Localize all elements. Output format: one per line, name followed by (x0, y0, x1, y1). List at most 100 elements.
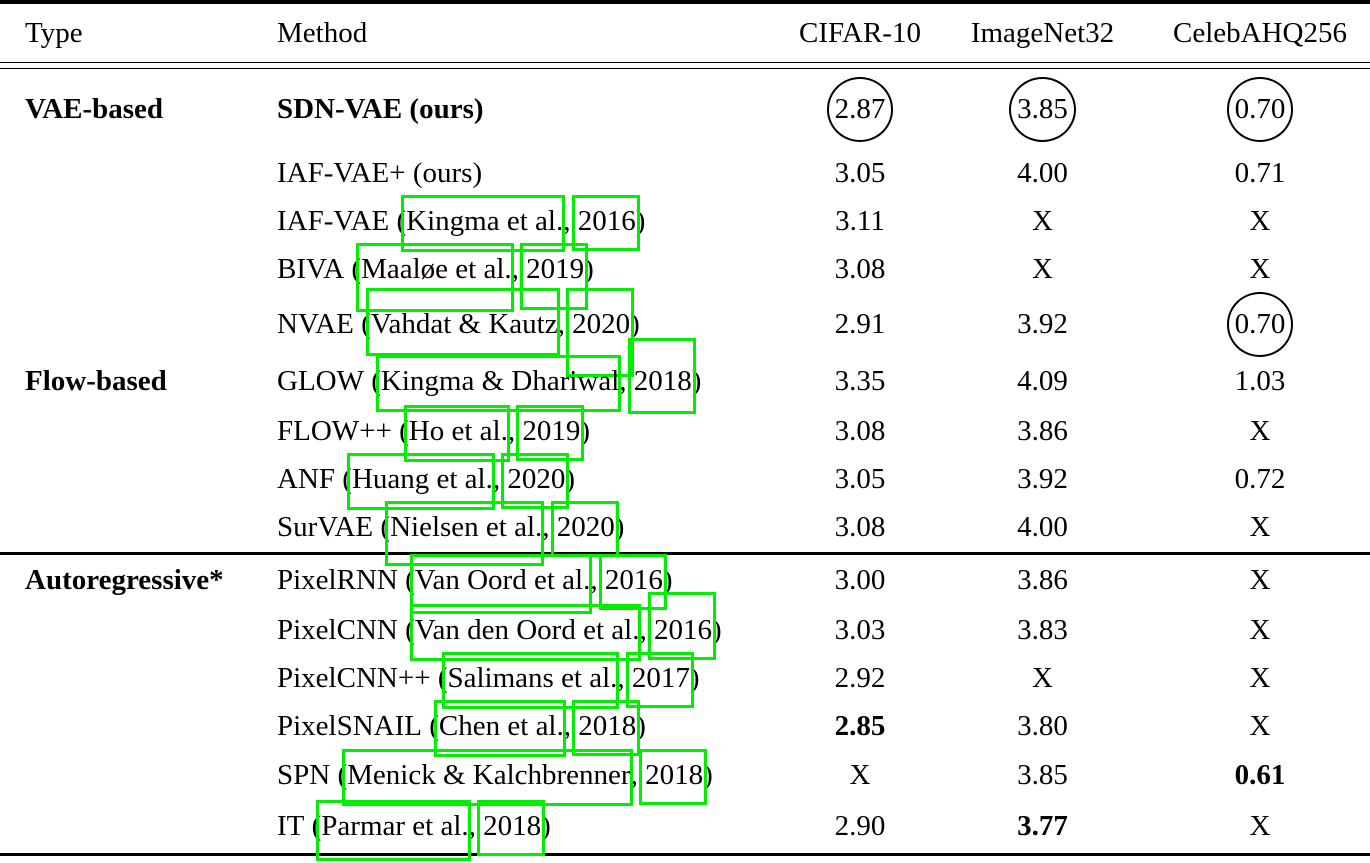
citation-author-link[interactable]: Huang et al. (346, 452, 495, 510)
table-row: Autoregressive* PixelRNN (Van Oord et al… (0, 554, 1370, 614)
citation-separator: , (563, 204, 578, 237)
table-row: IAF-VAE+ (ours) 3.05 4.00 0.71 (0, 149, 1370, 197)
column-header-cifar10: CIFAR-10 (799, 16, 921, 49)
row-type-label: Flow-based (25, 364, 167, 397)
table-row: SurVAE (Nielsen et al., 2020) 3.08 4.00 … (0, 501, 1370, 566)
value-cifar10: 3.11 (835, 204, 885, 237)
table-row: PixelSNAIL (Chen et al., 2018) 2.85 3.80… (0, 700, 1370, 757)
value-imagenet32: X (1032, 662, 1053, 694)
citation-year-link[interactable]: 2018 (627, 337, 696, 414)
method-cell: SDN-VAE (ours) (252, 93, 785, 126)
value-celebahq256: X (1249, 810, 1271, 842)
citation-close-paren: ) (584, 252, 594, 285)
citation-author-link[interactable]: Kingma & Dhariwal (375, 354, 622, 412)
table-bottom-rule (0, 852, 1370, 856)
citation-close-paren: ) (703, 759, 713, 791)
citation-open-paren: ( (335, 462, 352, 495)
citation-year-link[interactable]: 2016 (598, 554, 667, 610)
citation-year-link[interactable]: 2020 (501, 452, 570, 509)
method-cell: PixelSNAIL (Chen et al., 2018) (252, 700, 785, 757)
header-double-rule (0, 62, 1370, 69)
citation-year-link[interactable]: 2016 (571, 194, 640, 251)
citation-separator: , (507, 414, 523, 447)
citation-open-paren: ( (344, 252, 362, 285)
value-cifar10: 3.00 (834, 564, 886, 596)
citation-year-link[interactable]: 2020 (566, 287, 635, 377)
value-cifar10: 2.90 (834, 810, 886, 842)
citation-separator: , (557, 307, 573, 340)
citation-author-link[interactable]: Chen et al. (433, 700, 566, 757)
method-cell: PixelCNN++ (Salimans et al., 2017) (252, 652, 785, 709)
method-name: NVAE (277, 307, 354, 340)
table-header-row: Type Method CIFAR-10 ImageNet32 CelebAHQ… (0, 4, 1370, 62)
table-row: Flow-based GLOW (Kingma & Dhariwal, 2018… (0, 337, 1370, 414)
citation-year-link[interactable]: 2018 (639, 749, 708, 805)
citation-author-link[interactable]: Salimans et al. (442, 652, 620, 709)
citation-author-link[interactable]: Kingma et al. (401, 194, 566, 252)
citation-author-link[interactable]: Vahdat & Kautz (365, 287, 560, 356)
citation-separator: , (639, 614, 654, 646)
citation-separator: , (630, 759, 646, 791)
row-type-label: VAE-based (25, 92, 164, 125)
method-cell: SurVAE (Nielsen et al., 2020) (252, 501, 785, 566)
value-celebahq256: 1.03 (1234, 364, 1286, 397)
citation-close-paren: ) (662, 564, 673, 596)
table-row: BIVA (Maaløe et al., 2019) 3.08 X X (0, 242, 1370, 312)
value-imagenet32: 3.80 (1017, 710, 1068, 742)
citation-separator: , (492, 462, 508, 495)
citation-year-link[interactable]: 2017 (625, 652, 694, 708)
citation-author-link[interactable]: Ho et al. (403, 404, 510, 462)
method-name: BIVA (277, 252, 345, 285)
citation-year-link[interactable]: 2020 (550, 501, 619, 557)
method-cell: GLOW (Kingma & Dhariwal, 2018) (252, 337, 785, 414)
citation-open-paren: ( (330, 759, 348, 791)
column-header-method: Method (277, 16, 368, 49)
table-row: VAE-based SDN-VAE (ours) 2.87 3.85 0.70 (0, 69, 1370, 149)
citation-year-link[interactable]: 2019 (520, 242, 589, 310)
citation-author-link[interactable]: Parmar et al. (316, 800, 472, 861)
value-celebahq256: X (1249, 204, 1271, 237)
citation-author-link[interactable]: Maaløe et al. (356, 242, 514, 312)
citation-separator: , (617, 662, 632, 694)
citation-close-paren: ) (636, 710, 646, 742)
citation-open-paren: ( (389, 204, 407, 237)
value-cifar10: 3.08 (834, 511, 886, 543)
citation-separator: , (590, 564, 605, 596)
row-type-label: Autoregressive* (25, 564, 224, 596)
citation-year-link[interactable]: 2016 (647, 592, 716, 660)
value-cifar10: 3.35 (834, 364, 886, 397)
value-imagenet32: 3.85 (1017, 92, 1068, 125)
circle-annotation: 2.87 (826, 76, 894, 142)
citation-separator: , (563, 710, 579, 742)
value-imagenet32: 3.77 (1017, 810, 1068, 842)
column-header-imagenet32: ImageNet32 (970, 16, 1115, 49)
citation-author-link[interactable]: Van den Oord et al. (409, 604, 642, 661)
method-cell: FLOW++ (Ho et al., 2019) (252, 404, 785, 462)
method-cell: SPN (Menick & Kalchbrenner, 2018) (252, 749, 785, 806)
value-cifar10: 3.05 (834, 462, 886, 495)
citation-close-paren: ) (541, 810, 551, 842)
table-row: IAF-VAE (Kingma et al., 2016) 3.11 X X (0, 194, 1370, 252)
citation-separator: , (468, 810, 484, 842)
value-cifar10: 3.08 (834, 252, 886, 285)
value-cifar10: 3.08 (834, 414, 886, 447)
method-cell: PixelCNN (Van den Oord et al., 2016) (252, 592, 785, 661)
value-imagenet32: 3.92 (1017, 307, 1068, 340)
citation-author-link[interactable]: Van Oord et al. (409, 554, 592, 614)
citation-year-link[interactable]: 2019 (516, 404, 585, 461)
column-header-celebahq256: CelebAHQ256 (1173, 16, 1347, 49)
circle-annotation: 0.70 (1226, 291, 1294, 357)
citation-close-paren: ) (711, 614, 722, 646)
method-name: PixelCNN (277, 614, 398, 646)
table-row: FLOW++ (Ho et al., 2019) 3.08 3.86 X (0, 404, 1370, 462)
citation-author-link[interactable]: Menick & Kalchbrenner (342, 749, 634, 806)
value-imagenet32: 3.86 (1017, 564, 1068, 596)
citation-close-paren: ) (630, 307, 640, 340)
citation-author-link[interactable]: Nielsen et al. (385, 501, 545, 566)
value-imagenet32: X (1032, 252, 1053, 285)
citation-year-link[interactable]: 2018 (477, 800, 546, 856)
method-name: PixelSNAIL (277, 710, 422, 742)
value-celebahq256: 0.71 (1234, 156, 1286, 189)
citation-year-link[interactable]: 2018 (572, 700, 641, 756)
value-imagenet32: 4.00 (1017, 511, 1068, 543)
